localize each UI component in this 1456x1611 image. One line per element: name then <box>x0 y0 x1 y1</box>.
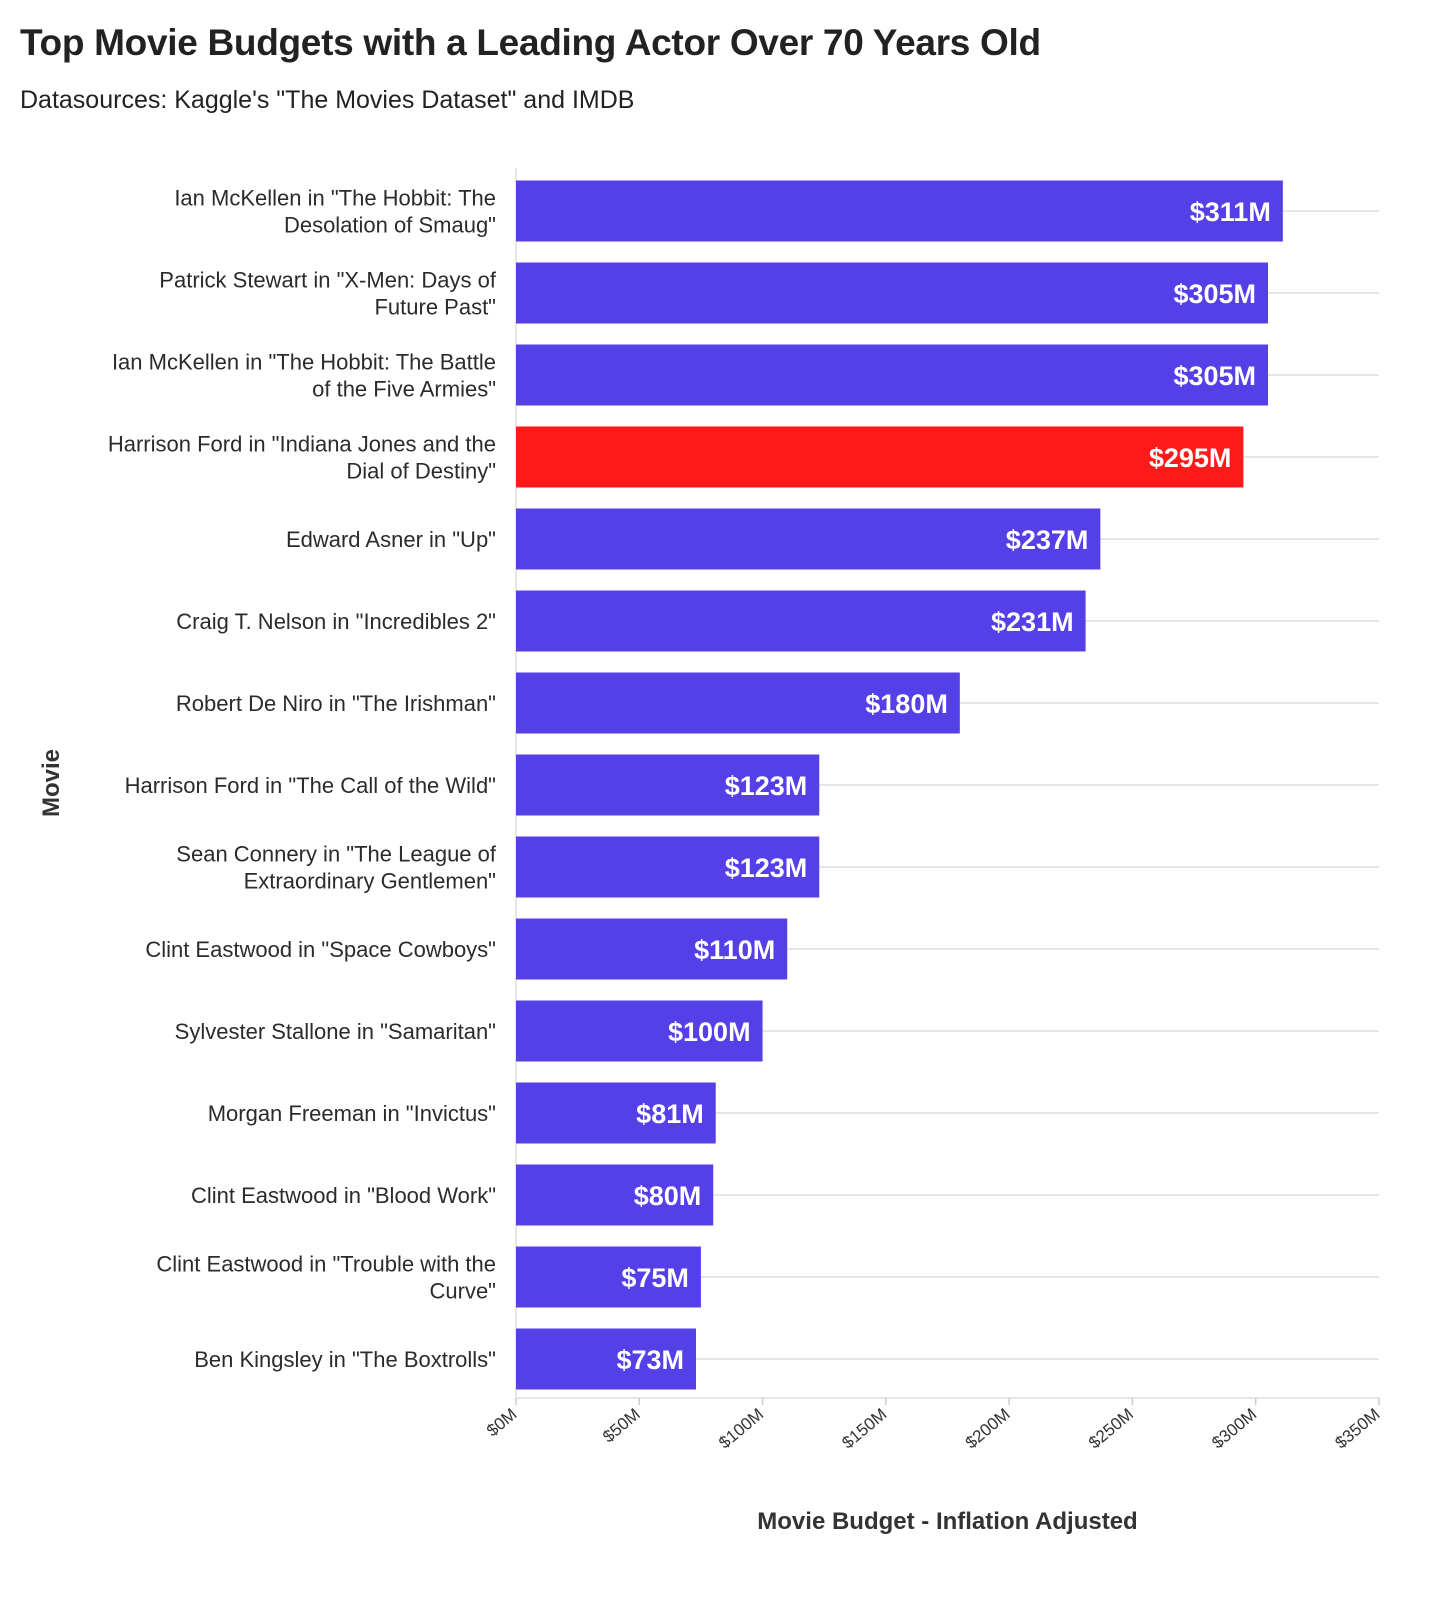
bar <box>516 918 788 980</box>
category-label-line: Ian McKellen in "The Hobbit: The Battle <box>112 350 496 375</box>
data-label: $123M <box>725 771 808 801</box>
category-label: Harrison Ford in "Indiana Jones and the D… <box>108 432 496 484</box>
bar <box>516 1164 714 1226</box>
data-label: $123M <box>725 853 808 883</box>
category-label-line: Future Past" <box>374 295 496 320</box>
bar <box>516 262 1269 324</box>
bar <box>516 836 820 898</box>
data-label: $73M <box>616 1345 684 1375</box>
category-label: Clint Eastwood in "Blood Work" <box>191 1183 496 1208</box>
bar <box>516 672 960 734</box>
x-tick-label: $50M <box>599 1405 644 1447</box>
category-label: Ian McKellen in "The Hobbit: The Desolati… <box>174 186 496 238</box>
x-tick-label: $350M <box>1332 1405 1384 1453</box>
bar <box>516 1000 763 1062</box>
category-label: Ben Kingsley in "The Boxtrolls" <box>194 1347 496 1372</box>
data-label: $100M <box>668 1017 751 1047</box>
category-label-line: Desolation of Smaug" <box>284 213 496 238</box>
x-tick-label: $150M <box>838 1405 890 1453</box>
category-label-line: Curve" <box>430 1279 497 1304</box>
category-label: Morgan Freeman in "Invictus" <box>208 1101 496 1126</box>
bar <box>516 426 1244 488</box>
category-label-line: Sylvester Stallone in "Samaritan" <box>175 1019 496 1044</box>
category-label-line: Ben Kingsley in "The Boxtrolls" <box>194 1347 496 1372</box>
category-label: Sylvester Stallone in "Samaritan" <box>175 1019 496 1044</box>
bar <box>516 344 1269 406</box>
data-label: $237M <box>1006 525 1089 555</box>
x-tick-label: $100M <box>715 1405 767 1453</box>
category-label: Craig T. Nelson in "Incredibles 2" <box>176 609 496 634</box>
category-label-line: Robert De Niro in "The Irishman" <box>176 691 496 716</box>
category-label-line: Craig T. Nelson in "Incredibles 2" <box>176 609 496 634</box>
category-label-line: Ian McKellen in "The Hobbit: The <box>174 186 496 211</box>
bar <box>516 508 1101 570</box>
x-tick-label: $300M <box>1208 1405 1260 1453</box>
category-label-line: Clint Eastwood in "Blood Work" <box>191 1183 496 1208</box>
category-label: Patrick Stewart in "X-Men: Days of Future… <box>159 268 497 320</box>
category-labels: Ian McKellen in "The Hobbit: The Desolati… <box>108 186 497 1373</box>
bars: $311M $305M $305M $295M $237M $231M $180M $123M… <box>516 180 1283 1390</box>
chart-title: Top Movie Budgets with a Leading Actor O… <box>20 22 1041 63</box>
bar <box>516 1328 696 1390</box>
y-axis-title: Movie <box>38 749 65 817</box>
x-axis-ticks: $0M $50M $100M $150M $200M $250M $300M $350M <box>483 1398 1384 1452</box>
bar <box>516 754 820 816</box>
category-label-line: Clint Eastwood in "Space Cowboys" <box>145 937 496 962</box>
data-label: $180M <box>865 689 948 719</box>
data-label: $81M <box>636 1099 704 1129</box>
bar <box>516 1246 701 1308</box>
bar <box>516 1082 716 1144</box>
category-label: Robert De Niro in "The Irishman" <box>176 691 496 716</box>
x-tick-label: $250M <box>1085 1405 1137 1453</box>
category-label: Harrison Ford in "The Call of the Wild" <box>125 773 496 798</box>
x-axis-title: Movie Budget - Inflation Adjusted <box>757 1508 1137 1535</box>
category-label: Sean Connery in "The League of Extraordin… <box>176 842 497 894</box>
category-label: Clint Eastwood in "Trouble with the Curve… <box>156 1252 496 1304</box>
data-label: $231M <box>991 607 1074 637</box>
category-label-line: Edward Asner in "Up" <box>286 527 496 552</box>
category-label-line: of the Five Armies" <box>312 377 496 402</box>
data-label: $110M <box>694 935 775 965</box>
chart-subtitle: Datasources: Kaggle's "The Movies Datase… <box>20 86 635 114</box>
category-label-line: Clint Eastwood in "Trouble with the <box>156 1252 496 1277</box>
category-label: Clint Eastwood in "Space Cowboys" <box>145 937 496 962</box>
data-label: $75M <box>621 1263 689 1293</box>
category-label-line: Sean Connery in "The League of <box>176 842 497 867</box>
x-tick-label: $0M <box>483 1405 521 1441</box>
category-label: Edward Asner in "Up" <box>286 527 496 552</box>
bar <box>516 180 1283 242</box>
category-label-line: Morgan Freeman in "Invictus" <box>208 1101 496 1126</box>
x-tick-label: $200M <box>962 1405 1014 1453</box>
data-label: $305M <box>1173 279 1256 309</box>
category-label-line: Extraordinary Gentlemen" <box>244 869 496 894</box>
data-label: $311M <box>1190 197 1271 227</box>
data-label: $295M <box>1149 443 1232 473</box>
category-label-line: Dial of Destiny" <box>346 459 496 484</box>
category-label: Ian McKellen in "The Hobbit: The Battle o… <box>112 350 496 402</box>
bar <box>516 590 1086 652</box>
data-label: $80M <box>634 1181 702 1211</box>
category-label-line: Patrick Stewart in "X-Men: Days of <box>159 268 497 293</box>
data-label: $305M <box>1173 361 1256 391</box>
category-label-line: Harrison Ford in "The Call of the Wild" <box>125 773 496 798</box>
category-label-line: Harrison Ford in "Indiana Jones and the <box>108 432 496 457</box>
